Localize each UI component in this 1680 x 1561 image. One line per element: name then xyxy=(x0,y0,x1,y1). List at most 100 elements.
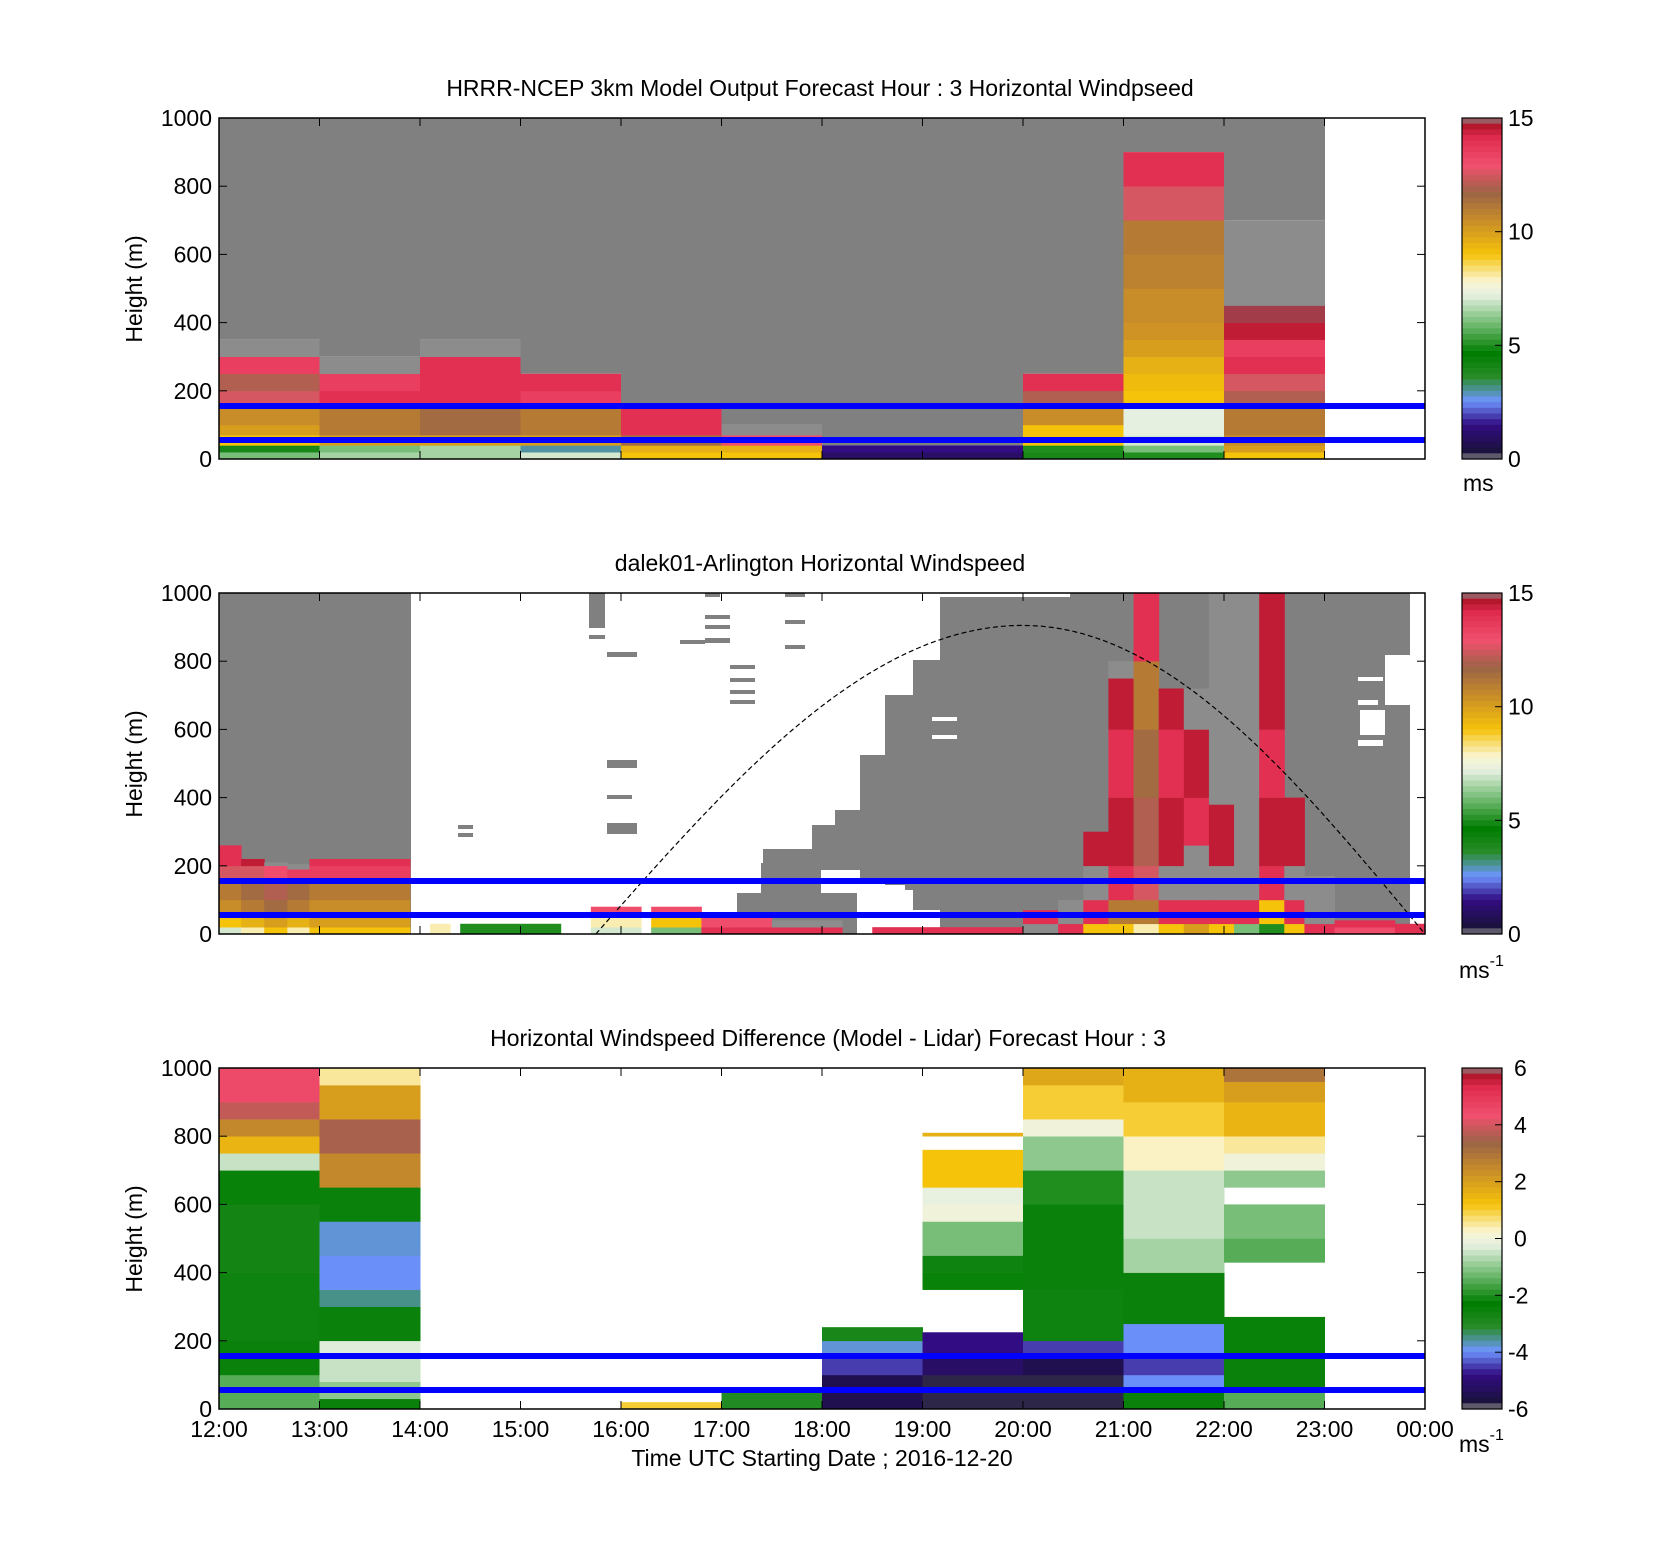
lidar-mask-gray xyxy=(785,593,805,597)
heatmap-cell xyxy=(701,916,773,928)
heatmap-cell xyxy=(721,1388,823,1410)
heatmap-cell xyxy=(1208,729,1235,805)
colorbar-swatch xyxy=(1462,1283,1502,1291)
heatmap-cell xyxy=(219,1136,320,1154)
heatmap-cell xyxy=(1158,688,1185,730)
x-tick-label: 13:00 xyxy=(291,1416,349,1442)
colorbar-swatch xyxy=(1462,803,1502,810)
heatmap-cell xyxy=(1123,1357,1225,1376)
colorbar-swatch xyxy=(1462,661,1502,668)
colorbar-swatch xyxy=(1462,271,1502,278)
heatmap-cell xyxy=(1133,593,1160,662)
heatmap-cell xyxy=(219,845,242,867)
heatmap-cell xyxy=(309,916,411,928)
heatmap-cell xyxy=(922,1187,1024,1205)
panel-difference-colorbar-gradient xyxy=(1462,1068,1502,1410)
panel-lidar-y-tick: 600 xyxy=(174,716,212,742)
colorbar-swatch xyxy=(1462,1295,1502,1302)
colorbar-swatch xyxy=(1462,746,1502,753)
heatmap-cell xyxy=(590,927,642,935)
heatmap-cell xyxy=(651,906,702,918)
heatmap-cell xyxy=(287,864,310,870)
heatmap-cell xyxy=(319,445,421,453)
heatmap-cell xyxy=(1023,1357,1124,1376)
heatmap-cell xyxy=(1224,322,1325,340)
panel-difference-cells xyxy=(219,1068,1325,1410)
panel-lidar-y-tick: 200 xyxy=(174,853,212,879)
colorbar-swatch xyxy=(1462,430,1502,437)
panel-difference: Horizontal Windspeed Difference (Model -… xyxy=(121,1025,1529,1471)
heatmap-cell xyxy=(922,1149,1024,1188)
panel-lidar-colorbar-tick: 0 xyxy=(1508,921,1521,947)
heatmap-cell xyxy=(1183,688,1210,730)
heatmap-cell xyxy=(1023,407,1124,426)
heatmap-cell xyxy=(1133,797,1160,867)
panel-difference-colorbar-unit-sup: -1 xyxy=(1490,1427,1504,1444)
colorbar-swatch xyxy=(1462,644,1502,651)
panel-model-y-tick: 800 xyxy=(174,173,212,199)
panel-lidar-colorbar-unit-text: ms xyxy=(1459,957,1490,983)
colorbar-swatch xyxy=(1462,368,1502,375)
panel-difference-title: Horizontal Windspeed Difference (Model -… xyxy=(490,1025,1166,1051)
heatmap-cell xyxy=(922,1221,1024,1256)
heatmap-cell xyxy=(241,858,265,867)
heatmap-cell xyxy=(520,452,622,460)
colorbar-swatch xyxy=(1462,231,1502,238)
heatmap-cell xyxy=(1334,920,1396,928)
panel-difference-colorbar-tick: 2 xyxy=(1514,1169,1527,1195)
x-tick-label: 12:00 xyxy=(190,1416,248,1442)
heatmap-cell xyxy=(219,452,320,460)
colorbar-swatch xyxy=(1462,1340,1502,1348)
heatmap-cell xyxy=(1123,1391,1225,1410)
heatmap-cell xyxy=(420,407,521,436)
colorbar-swatch xyxy=(1462,649,1502,657)
panel-model-colorbar-unit: ms xyxy=(1463,470,1494,496)
heatmap-cell xyxy=(1224,407,1325,436)
no-data-cell xyxy=(219,118,320,340)
panel-difference-y-tick: 400 xyxy=(174,1260,212,1286)
panel-lidar-colorbar-tick: 10 xyxy=(1508,694,1534,720)
heatmap-cell xyxy=(219,1204,320,1273)
heatmap-cell xyxy=(1108,923,1135,935)
colorbar-swatch xyxy=(1462,356,1502,363)
heatmap-cell xyxy=(319,1068,421,1086)
heatmap-cell xyxy=(1123,1238,1225,1273)
heatmap-cell xyxy=(1183,797,1210,846)
lidar-mask-gray xyxy=(705,638,730,643)
colorbar-swatch xyxy=(1462,1181,1502,1188)
heatmap-cell xyxy=(1234,593,1260,867)
panel-model-cells xyxy=(219,118,1325,460)
colorbar-swatch xyxy=(1462,593,1502,600)
colorbar-swatch xyxy=(1462,700,1502,708)
colorbar-swatch xyxy=(1462,632,1502,640)
heatmap-cell xyxy=(219,1170,320,1205)
panel-model: HRRR-NCEP 3km Model Output Forecast Hour… xyxy=(121,75,1534,496)
colorbar-swatch xyxy=(1462,1119,1502,1126)
colorbar-swatch xyxy=(1462,598,1502,605)
heatmap-cell xyxy=(922,1272,1024,1290)
colorbar-swatch xyxy=(1462,345,1502,352)
heatmap-cell xyxy=(219,1272,320,1342)
heatmap-cell xyxy=(1123,1272,1225,1325)
heatmap-cell xyxy=(241,916,265,928)
heatmap-cell xyxy=(219,882,242,901)
heatmap-cell xyxy=(1083,899,1109,925)
colorbar-swatch xyxy=(1462,769,1502,776)
panel-lidar-colorbar-gradient xyxy=(1462,593,1502,935)
colorbar-swatch xyxy=(1462,1312,1502,1319)
heatmap-cell xyxy=(1133,729,1160,798)
heatmap-cell xyxy=(219,1102,320,1120)
heatmap-cell xyxy=(1284,899,1305,925)
colorbar-swatch xyxy=(1462,752,1502,759)
panel-difference-colorbar-unit: ms-1 xyxy=(1459,1427,1504,1457)
x-tick-label: 21:00 xyxy=(1095,1416,1153,1442)
no-data-cell xyxy=(1023,118,1124,374)
colorbar-swatch xyxy=(1462,1175,1502,1183)
heatmap-cell xyxy=(1158,797,1185,867)
heatmap-cell xyxy=(264,927,288,935)
heatmap-cell xyxy=(1108,729,1135,798)
heatmap-cell xyxy=(1224,1136,1325,1154)
lidar-hole-white xyxy=(1358,700,1378,705)
panel-difference-colorbar-tick: -2 xyxy=(1508,1282,1528,1308)
panel-difference-colorbar-tick: 0 xyxy=(1514,1226,1527,1252)
